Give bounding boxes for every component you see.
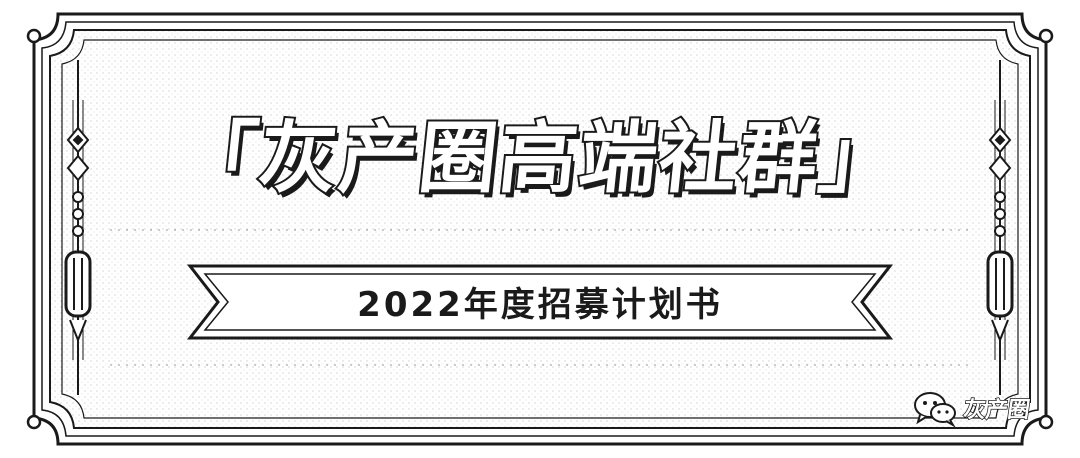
right-ornament [986,60,1014,395]
main-title: 「灰产圈高端社群」 [173,112,906,206]
watermark-text: 灰产圈 [961,397,1032,424]
inner-panel [49,29,1031,429]
ribbon-banner [186,264,894,340]
wechat-icon [914,392,956,427]
outer-border [32,12,1048,446]
banner-subtitle: 2022年度招募计划书 [357,284,723,325]
watermark: 灰产圈 [912,388,1032,428]
left-ornament [64,60,92,395]
corner-rivets [26,28,1054,430]
